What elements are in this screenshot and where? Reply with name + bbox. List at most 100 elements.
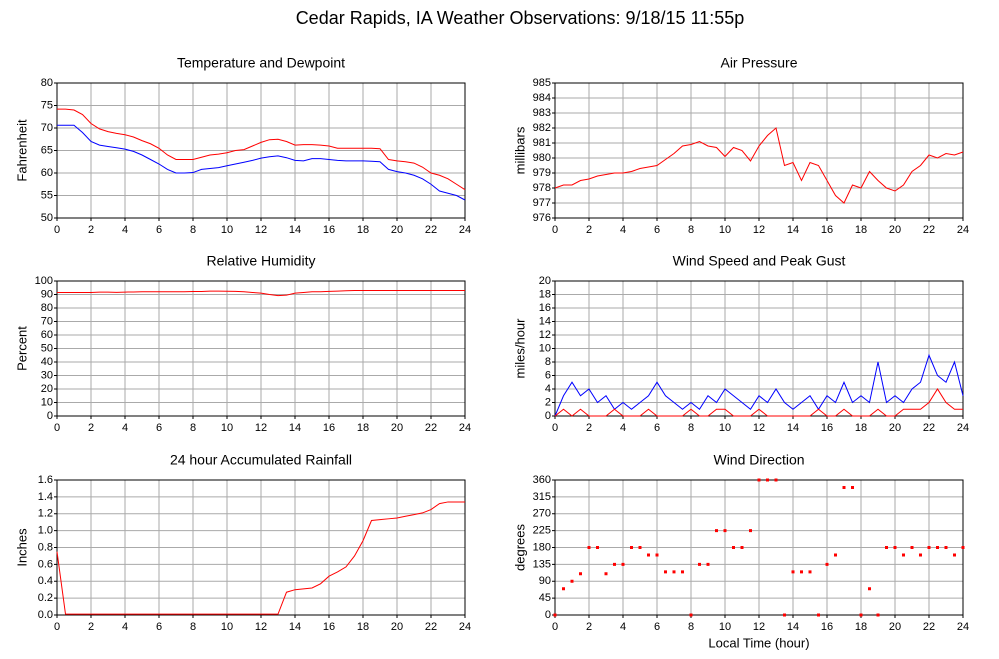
y-tick-label: 360 (533, 474, 551, 486)
x-tick-label: 4 (122, 422, 128, 434)
chart-title: Relative Humidity (207, 253, 316, 269)
x-tick-label: 2 (88, 621, 94, 633)
x-tick-label: 8 (190, 224, 196, 236)
y-tick-label: 0.4 (38, 575, 53, 587)
x-tick-label: 14 (787, 621, 799, 633)
x-tick-label: 22 (425, 621, 437, 633)
x-tick-label: 10 (719, 224, 731, 236)
data-point (859, 613, 863, 617)
data-point (783, 613, 786, 617)
y-tick-label: 16 (539, 302, 551, 314)
y-tick-label: 1.0 (38, 525, 53, 537)
y-tick-label: 45 (539, 592, 551, 604)
x-tick-label: 0 (54, 224, 60, 236)
y-tick-label: 80 (41, 302, 53, 314)
x-tick-label: 10 (221, 422, 233, 434)
x-tick-label: 0 (552, 422, 558, 434)
y-axis-label: Fahrenheit (14, 119, 29, 182)
x-tick-label: 18 (357, 422, 369, 434)
y-tick-label: 0.8 (38, 541, 53, 553)
data-line (57, 289, 465, 297)
x-tick-label: 24 (957, 224, 969, 236)
data-line (554, 388, 963, 417)
data-point (919, 553, 922, 557)
y-tick-label: 80 (41, 77, 53, 89)
x-tick-label: 20 (391, 422, 403, 434)
y-axis-label: miles/hour (512, 318, 527, 379)
x-tick-label: 14 (289, 224, 301, 236)
plot-frame (56, 280, 466, 417)
y-tick-label: 0 (545, 410, 551, 422)
data-line (57, 124, 466, 201)
y-axis-label: Inches (14, 528, 29, 567)
y-tick-label: 65 (41, 144, 53, 156)
y-tick-label: 14 (539, 315, 551, 327)
x-tick-label: 14 (787, 224, 799, 236)
plot-frame (554, 82, 964, 219)
x-tick-label: 6 (156, 621, 162, 633)
y-tick-label: 100 (35, 275, 53, 287)
x-tick-label: 14 (289, 621, 301, 633)
y-tick-label: 1.6 (38, 474, 53, 486)
y-axis-label: degrees (512, 524, 527, 571)
y-tick-label: 135 (533, 558, 551, 570)
data-point (613, 562, 616, 566)
data-point (842, 486, 846, 489)
data-point (740, 546, 744, 549)
data-point (681, 570, 684, 574)
data-point (689, 613, 693, 617)
x-tick-label: 14 (289, 422, 301, 434)
y-tick-label: 979 (533, 167, 551, 179)
y-tick-label: 18 (539, 288, 551, 300)
x-tick-label: 0 (54, 621, 60, 633)
data-point (553, 613, 557, 617)
data-point (791, 570, 795, 574)
y-tick-label: 1.4 (38, 491, 53, 503)
data-point (621, 562, 625, 566)
x-tick-label: 2 (586, 224, 592, 236)
x-tick-label: 12 (255, 621, 267, 633)
x-tick-label: 10 (719, 422, 731, 434)
data-line (56, 501, 465, 615)
y-tick-label: 985 (533, 77, 551, 89)
data-point (885, 546, 888, 549)
data-point (604, 572, 608, 576)
x-tick-label: 24 (957, 621, 969, 633)
y-tick-label: 20 (41, 383, 53, 395)
y-axis-label: Percent (14, 326, 29, 371)
y-tick-label: 8 (545, 356, 551, 368)
x-tick-label: 20 (889, 224, 901, 236)
x-tick-label: 6 (654, 422, 660, 434)
x-tick-label: 24 (459, 621, 471, 633)
y-tick-label: 315 (533, 491, 551, 503)
y-tick-label: 270 (533, 508, 551, 520)
data-point (953, 553, 956, 557)
x-tick-label: 20 (391, 224, 403, 236)
y-tick-label: 0.6 (38, 558, 53, 570)
data-point (715, 529, 718, 533)
plot-frame (56, 82, 466, 219)
x-tick-label: 6 (654, 621, 660, 633)
y-tick-label: 981 (533, 137, 551, 149)
y-tick-label: 0.0 (38, 609, 53, 621)
data-point (851, 486, 854, 489)
x-tick-label: 10 (221, 224, 233, 236)
chart-title: Wind Speed and Peak Gust (673, 253, 846, 269)
data-point (562, 587, 565, 591)
x-tick-label: 16 (821, 621, 833, 633)
x-tick-label: 0 (552, 621, 558, 633)
y-tick-label: 0.2 (38, 592, 53, 604)
y-tick-label: 0 (47, 410, 53, 422)
x-tick-label: 22 (923, 621, 935, 633)
data-point (936, 546, 939, 549)
x-tick-label: 16 (323, 422, 335, 434)
y-tick-label: 978 (533, 182, 551, 194)
y-tick-label: 40 (41, 356, 53, 368)
y-tick-label: 225 (533, 525, 551, 537)
y-tick-label: 982 (533, 122, 551, 134)
x-tick-label: 4 (122, 621, 128, 633)
y-tick-label: 976 (533, 212, 551, 224)
x-tick-label: 24 (957, 422, 969, 434)
y-tick-label: 90 (41, 288, 53, 300)
